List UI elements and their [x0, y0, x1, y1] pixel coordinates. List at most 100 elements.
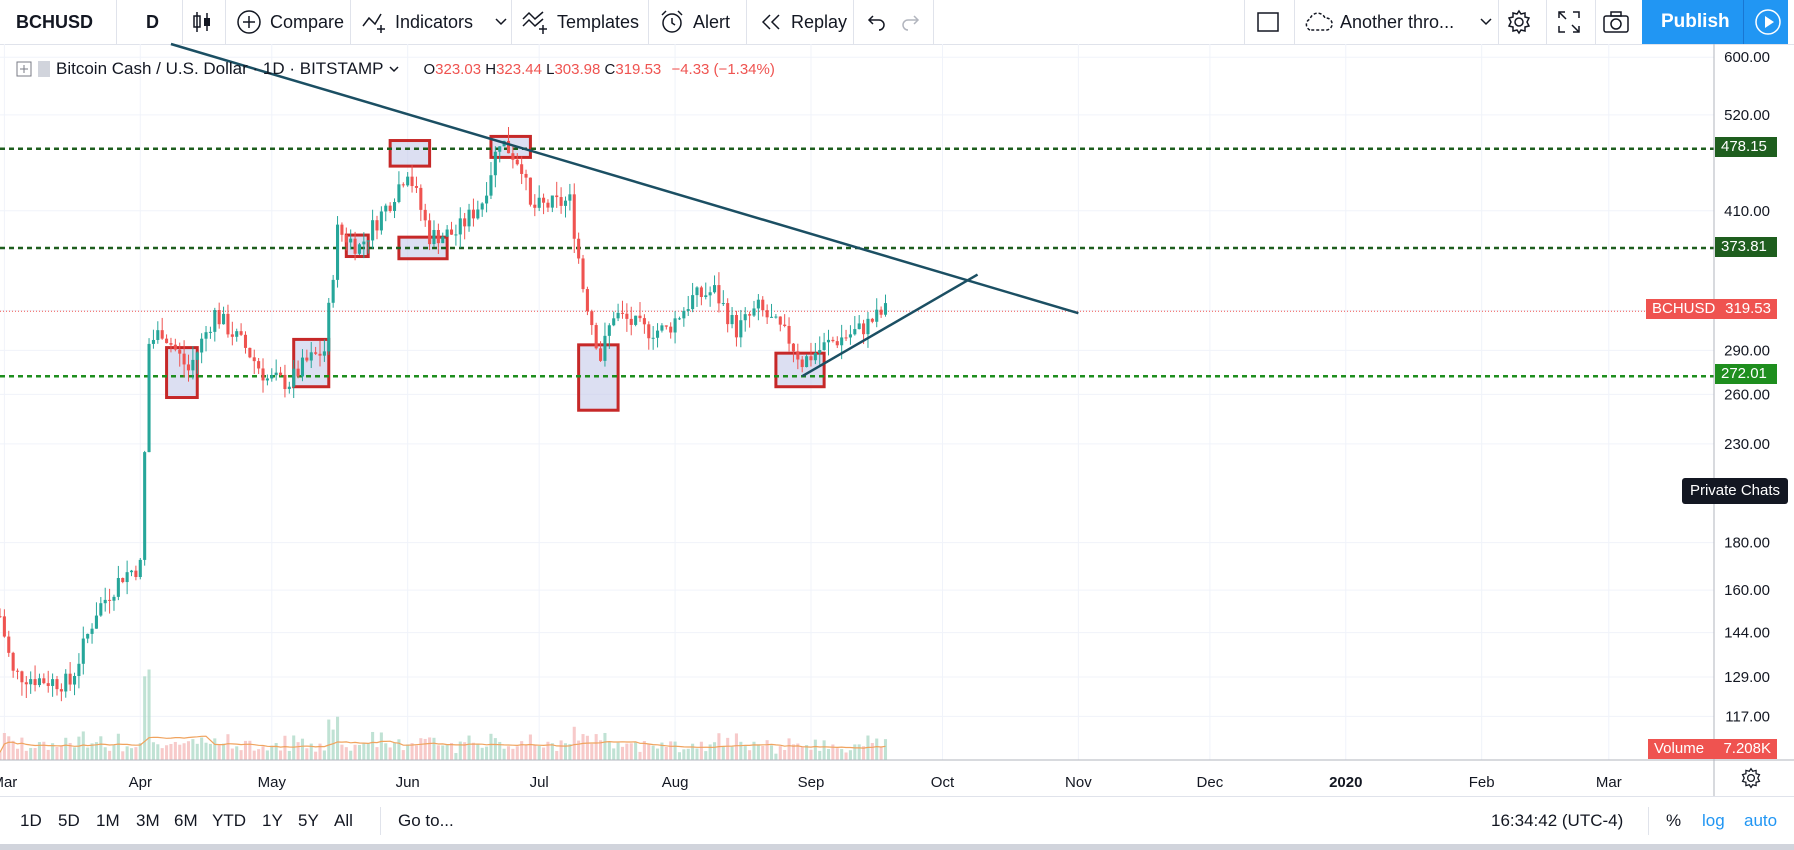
- volume-bar: [191, 739, 195, 760]
- range-1y[interactable]: 1Y: [262, 811, 283, 830]
- legend-title[interactable]: Bitcoin Cash / U.S. Dollar · 1D · BITSTA…: [56, 59, 384, 78]
- volume-bar: [116, 733, 120, 760]
- candle-body: [344, 234, 348, 243]
- volume-bar: [537, 745, 541, 760]
- x-tick-label: Jun: [396, 774, 420, 791]
- play-circle-icon[interactable]: [1754, 8, 1782, 36]
- x-tick-label: Aug: [662, 774, 689, 791]
- range-5y[interactable]: 5Y: [298, 811, 319, 830]
- volume-bar: [844, 752, 848, 760]
- volume-bar: [642, 741, 646, 760]
- auto-toggle[interactable]: auto: [1744, 811, 1778, 830]
- gear-icon[interactable]: [1740, 767, 1762, 789]
- candle-body: [235, 331, 239, 337]
- x-tick-label: Sep: [798, 774, 825, 791]
- rewind-icon: [761, 14, 780, 30]
- candle-body: [274, 372, 278, 376]
- candle-body: [883, 303, 888, 315]
- volume-bar: [647, 744, 651, 760]
- volume-bar: [498, 741, 502, 760]
- redo-button[interactable]: [900, 0, 922, 44]
- candle-body: [432, 229, 436, 245]
- range-3m[interactable]: 3M: [136, 811, 160, 830]
- volume-ma-line: [0, 735, 886, 753]
- flag-icon[interactable]: [38, 61, 50, 77]
- candle-body: [103, 599, 107, 604]
- candle-body: [463, 218, 467, 227]
- candle-body: [485, 195, 489, 204]
- range-1d[interactable]: 1D: [20, 811, 42, 830]
- percent-toggle[interactable]: %: [1666, 811, 1682, 830]
- candle-body: [533, 204, 537, 208]
- candle-body: [20, 671, 24, 683]
- volume-bar: [862, 746, 866, 760]
- candle-body: [831, 339, 835, 342]
- candle-body: [537, 197, 541, 208]
- volume-bar: [24, 750, 28, 760]
- y-tick-label: 144.00: [1724, 625, 1770, 642]
- templates-button[interactable]: Templates: [521, 0, 639, 44]
- volume-bar: [414, 745, 418, 760]
- volume-bar: [33, 748, 37, 760]
- candle-body: [252, 357, 256, 362]
- layout-button[interactable]: [1256, 0, 1280, 44]
- goto-button[interactable]: Go to...: [398, 811, 454, 830]
- undo-button[interactable]: [865, 0, 887, 44]
- low-label: L: [546, 60, 555, 78]
- candle-body: [94, 615, 98, 629]
- range-5d[interactable]: 5D: [58, 811, 80, 830]
- volume-bar: [476, 743, 480, 760]
- range-ytd[interactable]: YTD: [212, 811, 246, 830]
- candle-body: [239, 331, 243, 335]
- volume-bars: [0, 669, 888, 760]
- range-1m[interactable]: 1M: [96, 811, 120, 830]
- candle-body: [774, 316, 778, 318]
- candle-body: [634, 315, 638, 325]
- chevron-down-icon[interactable]: [1480, 18, 1492, 26]
- range-all[interactable]: All: [334, 811, 353, 830]
- settings-button[interactable]: [1506, 0, 1532, 44]
- open-label: O: [423, 60, 436, 78]
- chevron-down-icon[interactable]: [495, 18, 507, 26]
- volume-bar: [616, 742, 620, 760]
- symbol-search[interactable]: BCHUSD: [16, 0, 93, 44]
- fullscreen-button[interactable]: [1557, 0, 1581, 44]
- alert-button[interactable]: Alert: [659, 0, 730, 44]
- expand-plus-icon[interactable]: [16, 61, 32, 77]
- chart-style-button[interactable]: [191, 0, 213, 44]
- volume-bar: [217, 745, 221, 760]
- snapshot-button[interactable]: [1602, 0, 1630, 44]
- candle-body: [778, 316, 782, 325]
- save-layout-button[interactable]: Another thro...: [1302, 0, 1492, 44]
- range-6m[interactable]: 6M: [174, 811, 198, 830]
- clock-time[interactable]: 16:34:42 (UTC-4): [1491, 811, 1624, 830]
- chevron-down-icon[interactable]: [389, 65, 400, 73]
- volume-bar: [7, 736, 11, 760]
- volume-bar: [467, 735, 471, 760]
- indicators-button[interactable]: Indicators: [361, 0, 507, 44]
- candle-body: [24, 682, 28, 685]
- publish-button[interactable]: Publish: [1642, 0, 1788, 44]
- candle-body: [607, 325, 611, 336]
- compare-button[interactable]: Compare: [236, 0, 344, 44]
- candle-body: [81, 638, 85, 664]
- volume-bar: [607, 742, 611, 760]
- replay-button[interactable]: Replay: [759, 0, 847, 44]
- price-chart[interactable]: 600.00520.00410.00320.00290.00260.00230.…: [0, 0, 1794, 796]
- volume-bar: [64, 737, 68, 760]
- candle-body: [33, 679, 37, 686]
- interval-button[interactable]: D: [146, 0, 159, 44]
- private-chats-button[interactable]: Private Chats: [1682, 478, 1788, 504]
- candlesticks: [0, 127, 888, 702]
- volume-bar: [625, 743, 629, 760]
- candle-body: [625, 313, 629, 319]
- volume-bar: [362, 743, 366, 760]
- log-toggle[interactable]: log: [1702, 811, 1725, 830]
- volume-bar: [550, 743, 554, 760]
- candle-body: [734, 314, 738, 338]
- volume-bar: [831, 744, 835, 760]
- alarm-clock-icon: [661, 10, 683, 33]
- candle-body: [577, 238, 581, 259]
- volume-bar: [388, 747, 392, 760]
- volume-bar: [195, 743, 199, 760]
